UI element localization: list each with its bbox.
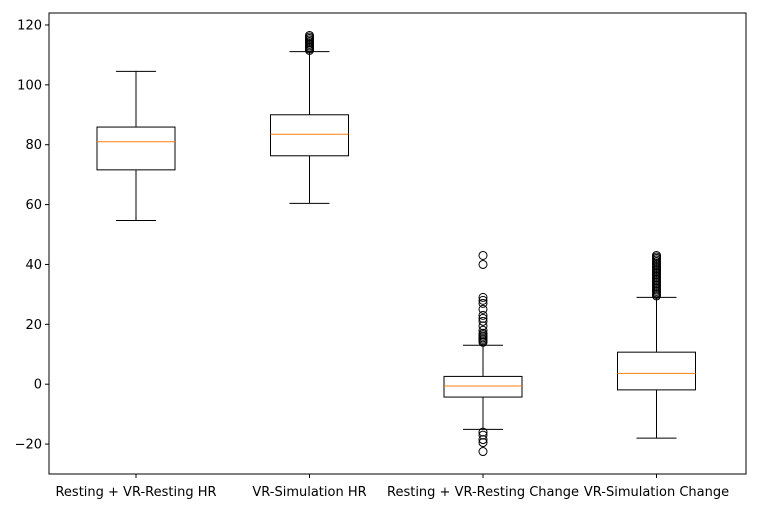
box-group (270, 30, 349, 204)
y-tick-label: −20 (15, 438, 42, 453)
outlier-point (478, 313, 488, 323)
outlier-point (652, 250, 661, 260)
x-tick-label: Resting + VR-Resting HR (55, 485, 216, 500)
outlier-point (478, 316, 488, 326)
outlier-point (478, 259, 488, 269)
y-tick-label: 20 (25, 318, 42, 333)
box-group (96, 70, 176, 221)
x-tick-label: Resting + VR-Resting Change (387, 485, 579, 500)
y-tick-label: 80 (25, 138, 42, 153)
chart-marks (96, 30, 696, 457)
iqr-box (270, 114, 349, 157)
outlier-point (478, 427, 488, 437)
outlier-point (478, 292, 488, 302)
outlier-point (478, 435, 488, 445)
box-group (617, 250, 696, 439)
y-tick-label: 0 (34, 378, 42, 393)
outlier-point (478, 438, 488, 448)
outlier-point (478, 325, 488, 335)
outlier-point (478, 295, 488, 305)
outlier-point (478, 250, 488, 260)
outlier-point (478, 298, 488, 308)
outlier-point (478, 304, 488, 314)
x-axis: Resting + VR-Resting HR VR-Simulation HR R… (55, 474, 729, 500)
outlier-point (305, 30, 314, 40)
outlier-point (478, 310, 488, 320)
y-tick-label: 100 (17, 78, 42, 93)
y-tick-label: 120 (17, 18, 42, 33)
iqr-box (96, 126, 176, 171)
outlier-point (478, 447, 488, 457)
outlier-point (478, 430, 488, 440)
y-axis: −20 0 20 40 60 80 100 120 (15, 18, 49, 453)
outlier-point (478, 321, 488, 331)
box-group (443, 250, 523, 457)
x-tick-label: VR-Simulation Change (584, 485, 729, 500)
x-tick-label: VR-Simulation HR (252, 485, 366, 500)
plot-area (48, 12, 747, 475)
iqr-box (617, 351, 696, 391)
outlier-point (478, 328, 488, 338)
y-tick-label: 40 (25, 258, 42, 273)
iqr-box (443, 375, 523, 398)
y-tick-label: 60 (25, 198, 42, 213)
